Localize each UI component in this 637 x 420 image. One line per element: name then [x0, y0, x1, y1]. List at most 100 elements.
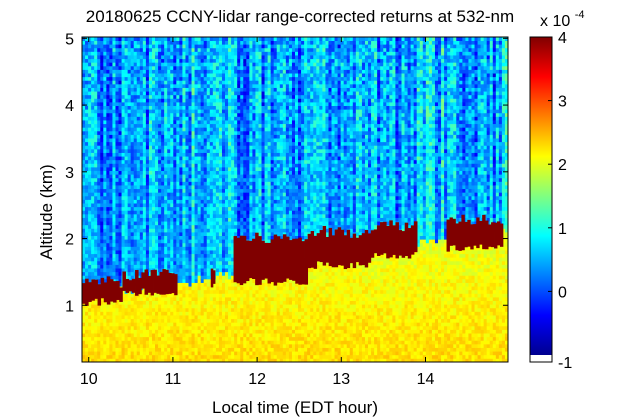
- heatmap-cell: [215, 138, 220, 143]
- heatmap-cell: [209, 141, 214, 146]
- heatmap-cell: [151, 336, 156, 341]
- heatmap-cell: [127, 40, 132, 45]
- heatmap-cell: [170, 76, 174, 81]
- heatmap-cell: [221, 47, 226, 52]
- heatmap-cell: [158, 69, 162, 74]
- heatmap-cell: [221, 62, 226, 67]
- heatmap-cell: [139, 130, 144, 135]
- heatmap-cell: [246, 116, 250, 121]
- heatmap-cell: [200, 109, 205, 114]
- heatmap-cell: [221, 188, 226, 193]
- heatmap-cell: [173, 268, 177, 273]
- heatmap-cell: [179, 91, 183, 96]
- heatmap-cell: [103, 105, 107, 110]
- heatmap-cell: [155, 242, 159, 247]
- heatmap-cell: [185, 325, 189, 330]
- heatmap-cell: [85, 163, 89, 168]
- heatmap-cell: [112, 65, 116, 70]
- heatmap-cell: [145, 315, 150, 320]
- heatmap-cell: [167, 145, 171, 150]
- heatmap-cell: [121, 123, 125, 128]
- heatmap-cell: [155, 102, 159, 107]
- heatmap-cell: [136, 44, 141, 49]
- heatmap-cell: [228, 188, 232, 193]
- heatmap-cell: [243, 138, 247, 143]
- heatmap-cell: [185, 44, 189, 49]
- heatmap-cell: [82, 275, 86, 280]
- heatmap-cell: [206, 116, 211, 121]
- heatmap-cell: [88, 199, 92, 204]
- heatmap-cell: [246, 76, 250, 81]
- heatmap-cell: [215, 109, 220, 114]
- heatmap-cell: [109, 156, 113, 161]
- heatmap-cell: [112, 94, 116, 99]
- heatmap-cell: [167, 253, 171, 258]
- heatmap-cell: [228, 206, 232, 211]
- heatmap-cell: [212, 242, 217, 247]
- heatmap-cell: [97, 224, 101, 229]
- heatmap-cell: [136, 145, 141, 150]
- heatmap-cell: [148, 336, 153, 341]
- heatmap-cell: [142, 185, 147, 190]
- heatmap-cell: [145, 105, 150, 110]
- heatmap-cell: [109, 185, 113, 190]
- heatmap-cell: [161, 351, 165, 356]
- heatmap-cell: [191, 351, 195, 356]
- heatmap-cell: [136, 242, 141, 247]
- heatmap-cell: [228, 300, 232, 305]
- heatmap-cell: [221, 293, 226, 298]
- heatmap-cell: [155, 199, 159, 204]
- heatmap-cell: [103, 87, 107, 92]
- heatmap-cell: [136, 98, 141, 103]
- heatmap-cell: [185, 264, 189, 269]
- heatmap-cell: [155, 239, 159, 244]
- heatmap-cell: [94, 322, 98, 327]
- heatmap-cell: [158, 152, 162, 157]
- heatmap-cell: [161, 358, 165, 363]
- heatmap-cell: [243, 98, 247, 103]
- heatmap-cell: [161, 127, 165, 132]
- heatmap-cell: [115, 217, 119, 222]
- heatmap-cell: [88, 145, 92, 150]
- heatmap-cell: [100, 195, 104, 200]
- heatmap-cell: [109, 102, 113, 107]
- heatmap-cell: [203, 102, 208, 107]
- heatmap-cell: [231, 221, 235, 226]
- heatmap-cell: [209, 289, 214, 294]
- heatmap-cell: [100, 250, 104, 255]
- heatmap-cell: [161, 87, 165, 92]
- heatmap-cell: [94, 130, 98, 135]
- heatmap-cell: [194, 325, 199, 330]
- heatmap-cell: [109, 167, 113, 172]
- heatmap-cell: [106, 264, 110, 269]
- heatmap-cell: [188, 195, 192, 200]
- heatmap-cell: [94, 123, 98, 128]
- heatmap-cell: [106, 351, 110, 356]
- heatmap-cell: [221, 185, 226, 190]
- heatmap-cell: [170, 343, 174, 348]
- heatmap-cell: [221, 120, 226, 125]
- heatmap-cell: [228, 336, 232, 341]
- heatmap-cell: [203, 156, 208, 161]
- heatmap-cell: [191, 333, 195, 338]
- heatmap-cell: [228, 315, 232, 320]
- heatmap-cell: [142, 260, 147, 265]
- heatmap-cell: [91, 239, 95, 244]
- heatmap-cell: [221, 264, 226, 269]
- heatmap-cell: [246, 167, 250, 172]
- heatmap-cell: [191, 210, 195, 215]
- heatmap-cell: [179, 322, 183, 327]
- heatmap-cell: [124, 145, 129, 150]
- heatmap-cell: [212, 351, 217, 356]
- heatmap-cell: [215, 51, 220, 56]
- heatmap-cell: [212, 94, 217, 99]
- heatmap-cell: [133, 177, 138, 182]
- heatmap-cell: [215, 47, 220, 52]
- heatmap-cell: [124, 105, 129, 110]
- heatmap-cell: [221, 221, 226, 226]
- heatmap-cell: [203, 188, 208, 193]
- heatmap-cell: [164, 112, 168, 117]
- heatmap-cell: [185, 289, 189, 294]
- heatmap-cell: [209, 347, 214, 352]
- heatmap-cell: [234, 80, 238, 85]
